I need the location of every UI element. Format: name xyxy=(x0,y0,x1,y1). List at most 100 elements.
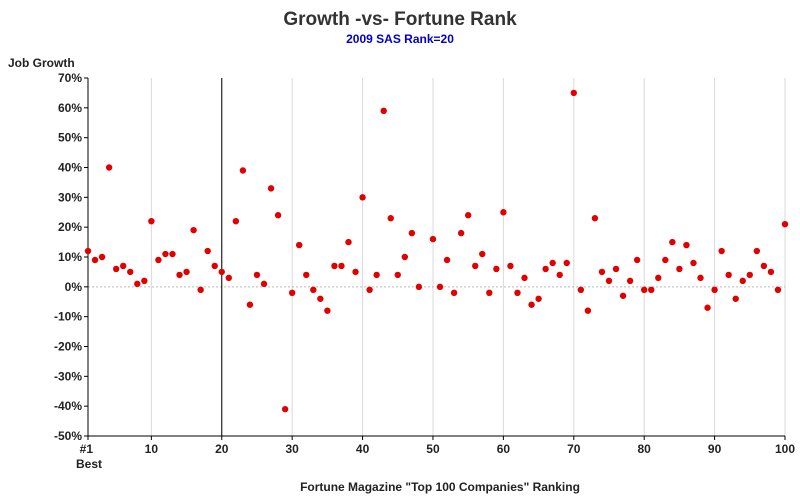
x-axis-label: Fortune Magazine "Top 100 Companies" Ran… xyxy=(300,480,580,494)
data-point xyxy=(500,209,507,216)
x-tick-label: 80 xyxy=(638,442,652,456)
data-point xyxy=(176,271,183,279)
data-point xyxy=(655,274,662,282)
data-point xyxy=(457,229,465,237)
y-tick-label: -50% xyxy=(54,429,82,443)
data-point xyxy=(331,262,338,270)
data-point xyxy=(472,262,479,270)
y-tick-label: 50% xyxy=(58,131,82,145)
data-point xyxy=(274,212,282,219)
data-point xyxy=(619,292,627,299)
data-point xyxy=(225,274,233,282)
chart-subtitle: 2009 SAS Rank=20 xyxy=(346,32,454,46)
x-tick-label: 70 xyxy=(567,442,581,456)
y-tick-label: 70% xyxy=(58,71,82,85)
data-point xyxy=(781,220,789,228)
y-tick-label: 60% xyxy=(58,101,82,115)
data-point xyxy=(577,286,585,294)
data-point xyxy=(359,194,366,201)
data-point xyxy=(464,212,472,219)
data-point xyxy=(105,164,113,171)
data-point xyxy=(211,262,218,270)
data-point xyxy=(387,215,394,222)
y-tick-label: 30% xyxy=(58,190,82,204)
data-point xyxy=(352,268,359,276)
data-point xyxy=(91,256,99,264)
data-point xyxy=(366,286,373,294)
data-point xyxy=(549,259,556,267)
data-point xyxy=(317,295,324,302)
data-point xyxy=(725,271,732,279)
data-point xyxy=(112,265,120,273)
data-point xyxy=(493,265,500,273)
data-point xyxy=(120,262,127,270)
data-point xyxy=(197,286,204,294)
x-tick-label: 90 xyxy=(708,442,722,456)
data-point xyxy=(324,307,331,314)
data-point xyxy=(514,289,521,296)
x-tick-label: 40 xyxy=(356,442,370,456)
data-point xyxy=(345,238,352,246)
data-point xyxy=(380,107,387,115)
y-tick-label: -10% xyxy=(54,310,82,324)
data-point xyxy=(436,283,444,291)
data-point xyxy=(98,253,106,261)
data-points xyxy=(84,89,789,413)
data-point xyxy=(542,265,549,273)
data-point xyxy=(260,280,268,288)
data-point xyxy=(612,265,620,273)
chart-title: Growth -vs- Fortune Rank xyxy=(283,9,517,30)
x-tick-label: #1 xyxy=(80,442,94,456)
data-point xyxy=(183,268,190,276)
data-point xyxy=(732,295,739,302)
data-point xyxy=(246,301,254,308)
y-tick-label: -40% xyxy=(54,399,82,413)
x-tick-label: 100 xyxy=(775,442,795,456)
data-point xyxy=(563,259,570,267)
y-tick-label: -20% xyxy=(54,340,82,354)
y-tick-label: 40% xyxy=(58,161,82,175)
data-point xyxy=(204,247,211,255)
data-point xyxy=(535,295,542,302)
y-tick-label: 10% xyxy=(58,250,82,264)
data-point xyxy=(753,247,761,255)
data-point xyxy=(281,405,289,413)
data-point xyxy=(267,185,275,192)
data-point xyxy=(127,268,134,276)
x-tick-label: 50 xyxy=(426,442,440,456)
x-tick-label: 10 xyxy=(145,442,159,456)
data-point xyxy=(84,247,92,255)
data-point xyxy=(676,265,683,273)
data-point xyxy=(690,259,697,267)
y-axis-label: Job Growth xyxy=(8,56,75,70)
data-point xyxy=(640,286,648,294)
data-point xyxy=(739,277,746,285)
data-point xyxy=(239,167,247,174)
data-point xyxy=(598,268,606,276)
data-point xyxy=(408,229,416,237)
data-point xyxy=(429,235,437,243)
data-point xyxy=(296,241,303,249)
x-tick-label: 30 xyxy=(285,442,299,456)
data-point xyxy=(528,301,535,308)
data-point xyxy=(155,256,162,264)
data-point xyxy=(662,256,669,264)
data-point xyxy=(669,238,676,246)
data-point xyxy=(338,262,345,270)
axes xyxy=(84,77,786,440)
data-point xyxy=(253,271,261,279)
data-point xyxy=(591,215,599,222)
data-point xyxy=(521,274,528,282)
data-point xyxy=(450,289,458,296)
data-point xyxy=(648,286,655,294)
data-point xyxy=(401,253,409,261)
data-point xyxy=(134,280,141,288)
data-point xyxy=(373,271,380,279)
data-point xyxy=(774,286,782,294)
data-point xyxy=(605,277,613,285)
data-point xyxy=(232,218,240,225)
data-point xyxy=(162,250,169,258)
data-point xyxy=(711,286,718,294)
